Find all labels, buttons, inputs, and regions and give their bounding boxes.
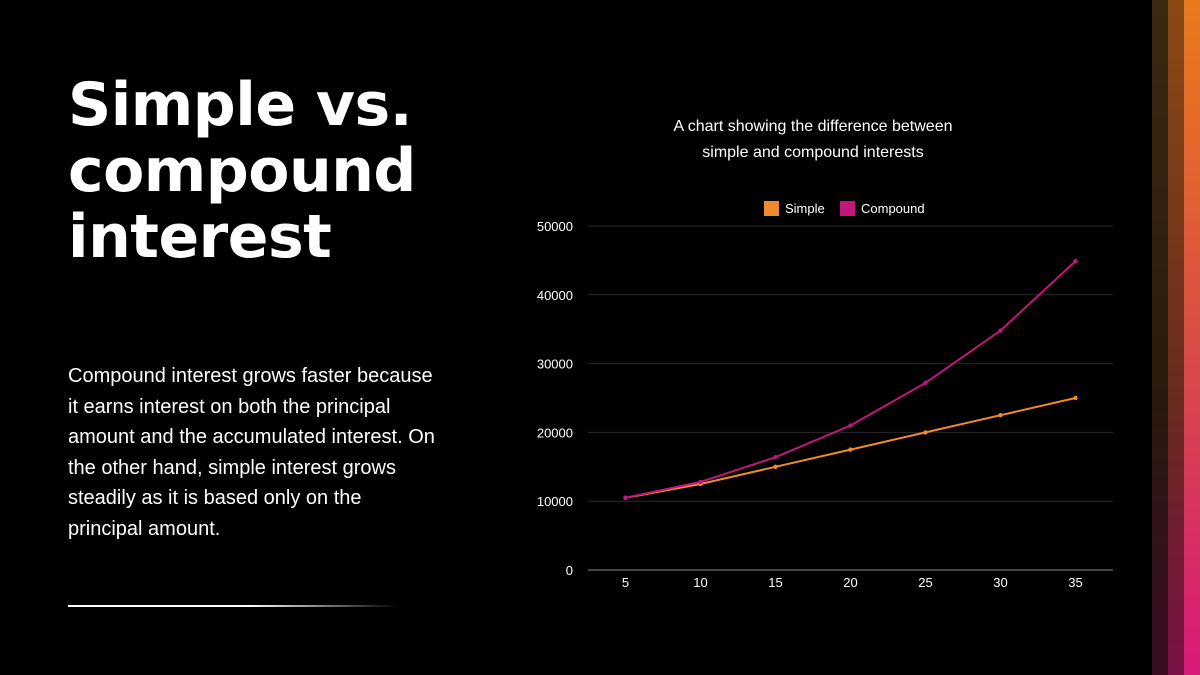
legend-label-simple: Simple <box>785 201 825 216</box>
y-tick-label: 40000 <box>537 288 573 303</box>
chart-gridlines <box>588 225 1113 571</box>
data-point-compound <box>923 380 928 386</box>
slide-title: Simple vs. compound interest <box>68 70 416 272</box>
chart-legend: Simple Compound <box>764 201 925 216</box>
x-axis-ticks: 5 10 15 20 25 30 35 <box>622 575 1083 590</box>
x-tick-label: 20 <box>843 575 857 590</box>
data-point-compound <box>998 328 1003 333</box>
x-tick-label: 25 <box>918 575 932 590</box>
data-point-simple <box>773 464 778 469</box>
data-point-compound <box>848 423 853 428</box>
line-chart: A chart showing the difference between s… <box>537 118 1113 590</box>
legend-label-compound: Compound <box>861 201 925 216</box>
accent-bar-middle <box>1168 0 1184 675</box>
legend-swatch-compound <box>840 201 855 216</box>
data-point-simple <box>998 413 1003 418</box>
x-tick-label: 35 <box>1068 575 1082 590</box>
slide-body-text: Compound interest grows faster because i… <box>68 365 435 540</box>
accent-bar-right <box>1184 0 1200 675</box>
data-point-simple <box>923 430 928 435</box>
data-point-compound <box>698 479 703 485</box>
data-point-simple <box>848 447 853 452</box>
data-point-simple <box>1073 395 1078 401</box>
divider-line <box>68 605 398 607</box>
data-point-compound <box>773 454 778 460</box>
x-tick-label: 5 <box>622 575 629 590</box>
chart-title-line-2: simple and compound interests <box>702 144 923 161</box>
y-tick-label: 0 <box>566 563 573 578</box>
series-line-compound <box>625 260 1077 499</box>
x-tick-label: 15 <box>768 575 782 590</box>
y-tick-label: 20000 <box>537 425 573 440</box>
y-tick-label: 30000 <box>537 357 573 372</box>
chart-title-line-1: A chart showing the difference between <box>674 118 953 135</box>
y-axis-ticks: 0 10000 20000 30000 40000 50000 <box>537 219 573 578</box>
legend-swatch-simple <box>764 201 779 216</box>
y-tick-label: 50000 <box>537 219 573 234</box>
data-point-compound <box>1073 258 1078 264</box>
x-tick-label: 30 <box>993 575 1007 590</box>
data-point-compound <box>623 495 628 500</box>
chart-series <box>623 258 1078 500</box>
y-tick-label: 10000 <box>537 494 573 509</box>
accent-bar-left <box>1152 0 1168 675</box>
x-tick-label: 10 <box>693 575 707 590</box>
